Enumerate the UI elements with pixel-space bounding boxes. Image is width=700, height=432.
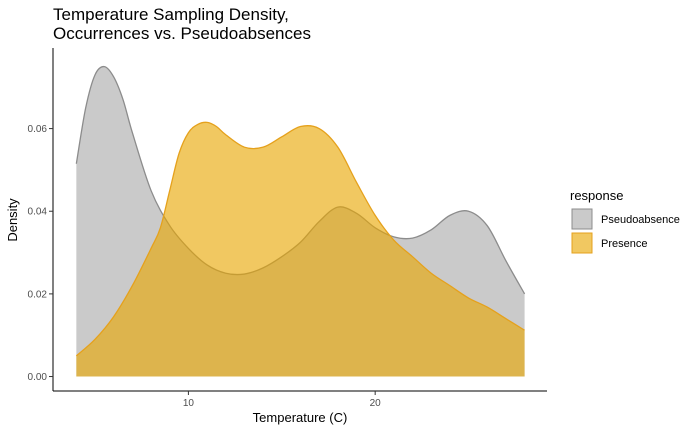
y-tick-label: 0.00: [28, 372, 48, 383]
density-line-presence: [75, 121, 525, 357]
legend-title: response: [570, 188, 623, 203]
y-tick-label: 0.04: [28, 207, 48, 218]
x-axis-title: Temperature (C): [253, 410, 348, 425]
y-axis-ticks: 0.00 0.02 0.04 0.06: [28, 124, 53, 383]
legend-label-pseudoabsence: Pseudoabsence: [601, 214, 680, 226]
x-tick-label: 10: [183, 398, 195, 409]
density-area-presence: [76, 122, 525, 377]
legend-label-presence: Presence: [601, 238, 647, 250]
y-axis-title: Density: [5, 198, 20, 242]
x-tick-label: 20: [370, 398, 382, 409]
legend-key-presence: [571, 232, 593, 254]
legend-key-pseudoabsence: [571, 208, 593, 230]
x-axis-ticks: 10 20: [183, 391, 381, 409]
y-tick-label: 0.02: [28, 289, 48, 300]
plot-area: [75, 65, 526, 377]
legend: response Pseudoabsence Presence: [570, 188, 680, 254]
chart-title-line-2: Occurrences vs. Pseudoabsences: [53, 24, 311, 43]
chart-title-line-1: Temperature Sampling Density,: [53, 5, 289, 24]
y-tick-label: 0.06: [28, 124, 48, 135]
